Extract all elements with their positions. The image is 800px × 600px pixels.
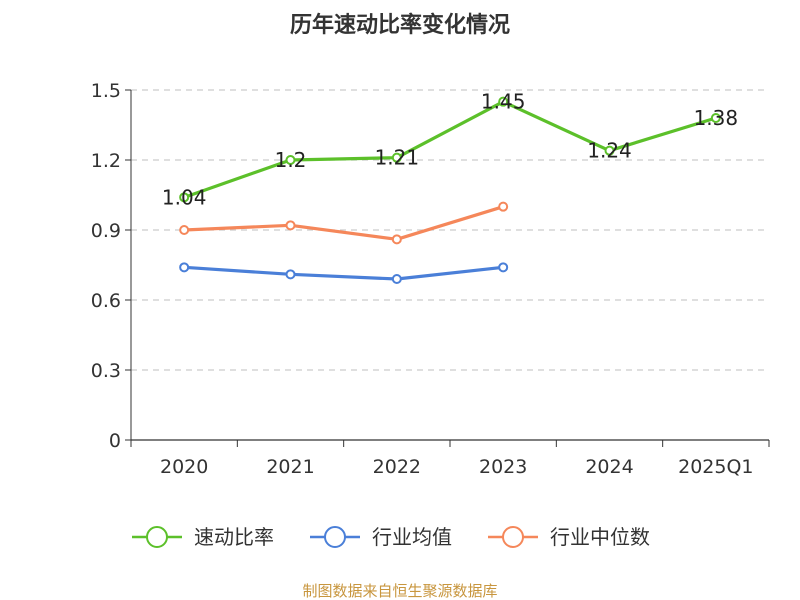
- data-label: 1.2: [275, 148, 307, 172]
- data-point[interactable]: [498, 262, 509, 273]
- series-layer: 1.04 1.2 1.21 1.45 1.24 1.38: [162, 90, 738, 284]
- chart-title: 历年速动比率变化情况: [290, 12, 510, 38]
- legend-item-2[interactable]: 行业中位数: [488, 525, 650, 549]
- data-point[interactable]: [498, 96, 509, 107]
- x-tick-label: 2022: [373, 456, 421, 478]
- data-point[interactable]: [391, 152, 402, 163]
- y-tick-label: 1.5: [91, 80, 121, 102]
- data-point[interactable]: [604, 145, 615, 156]
- legend-circle-icon: [146, 526, 168, 548]
- legend-circle-icon: [502, 526, 524, 548]
- data-point[interactable]: [710, 113, 721, 123]
- data-point[interactable]: [391, 234, 402, 245]
- data-point[interactable]: [498, 201, 509, 212]
- x-tick-label: 2024: [585, 456, 633, 478]
- x-axis: 2020 2021 2022 2023 2024 2025Q1: [130, 439, 770, 478]
- series-line: [182, 205, 505, 241]
- data-point[interactable]: [285, 220, 296, 231]
- y-tick-label: 1.2: [91, 150, 121, 172]
- y-tick-label: 0: [109, 430, 121, 452]
- data-point[interactable]: [285, 269, 296, 280]
- legend-circle-icon: [324, 526, 346, 548]
- data-label: 1.38: [694, 106, 739, 130]
- data-point[interactable]: [285, 155, 296, 165]
- data-point[interactable]: [179, 262, 190, 273]
- legend-item-0[interactable]: 速动比率: [132, 525, 274, 549]
- data-label: 1.24: [587, 139, 632, 163]
- series-line: [182, 265, 505, 281]
- legend-label: 速动比率: [194, 525, 274, 549]
- legend-label: 行业中位数: [550, 525, 650, 549]
- data-point[interactable]: [391, 274, 402, 284]
- legend-label: 行业均值: [372, 525, 452, 549]
- data-label: 1.45: [481, 90, 526, 114]
- source-note: 制图数据来自恒生聚源数据库: [302, 582, 497, 600]
- data-point[interactable]: [179, 225, 190, 235]
- legend[interactable]: 速动比率 行业均值 行业中位数: [132, 525, 650, 549]
- data-label: 1.21: [375, 146, 420, 170]
- y-tick-label: 0.6: [91, 290, 121, 312]
- data-point[interactable]: [179, 192, 190, 203]
- x-tick-label: 2020: [160, 456, 208, 478]
- series-line: [182, 100, 718, 199]
- y-axis: 0 0.3 0.6 0.9 1.2 1.5: [91, 80, 132, 452]
- grid-lines: [131, 89, 769, 371]
- legend-item-1[interactable]: 行业均值: [310, 525, 452, 549]
- x-tick-label: 2023: [479, 456, 527, 478]
- series-0: 1.04 1.2 1.21 1.45 1.24 1.38: [162, 90, 738, 210]
- data-label: 1.04: [162, 185, 207, 209]
- x-tick-label: 2025Q1: [678, 456, 753, 478]
- series-1: [179, 262, 509, 284]
- x-tick-label: 2021: [266, 456, 314, 478]
- y-tick-label: 0.3: [91, 360, 121, 382]
- y-tick-label: 0.9: [91, 220, 121, 242]
- series-2: [179, 201, 509, 245]
